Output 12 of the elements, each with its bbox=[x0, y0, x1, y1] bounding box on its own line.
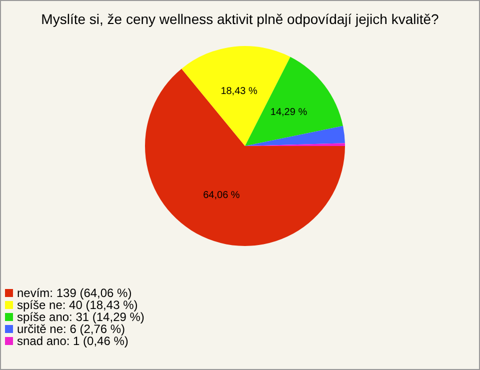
legend-label: nevím: 139 (64,06 %) bbox=[17, 286, 132, 300]
pie-slice bbox=[145, 68, 345, 246]
pie-slice bbox=[245, 126, 345, 146]
chart-title: Myslíte si, že ceny wellness aktivit plně odpovídají jejich kvalitě? bbox=[40, 11, 440, 27]
legend-label: spíše ano: 31 (14,29 %) bbox=[17, 310, 144, 324]
data-label: 18,43 % bbox=[220, 86, 258, 97]
legend-label: určitě ne: 6 (2,76 %) bbox=[17, 322, 126, 336]
legend-label: snad ano: 1 (0,46 %) bbox=[17, 334, 128, 348]
pie-slice bbox=[245, 56, 343, 146]
legend-label: spíše ne: 40 (18,43 %) bbox=[17, 298, 138, 312]
data-label: 14,29 % bbox=[270, 107, 308, 118]
data-label: 64,06 % bbox=[203, 190, 240, 202]
